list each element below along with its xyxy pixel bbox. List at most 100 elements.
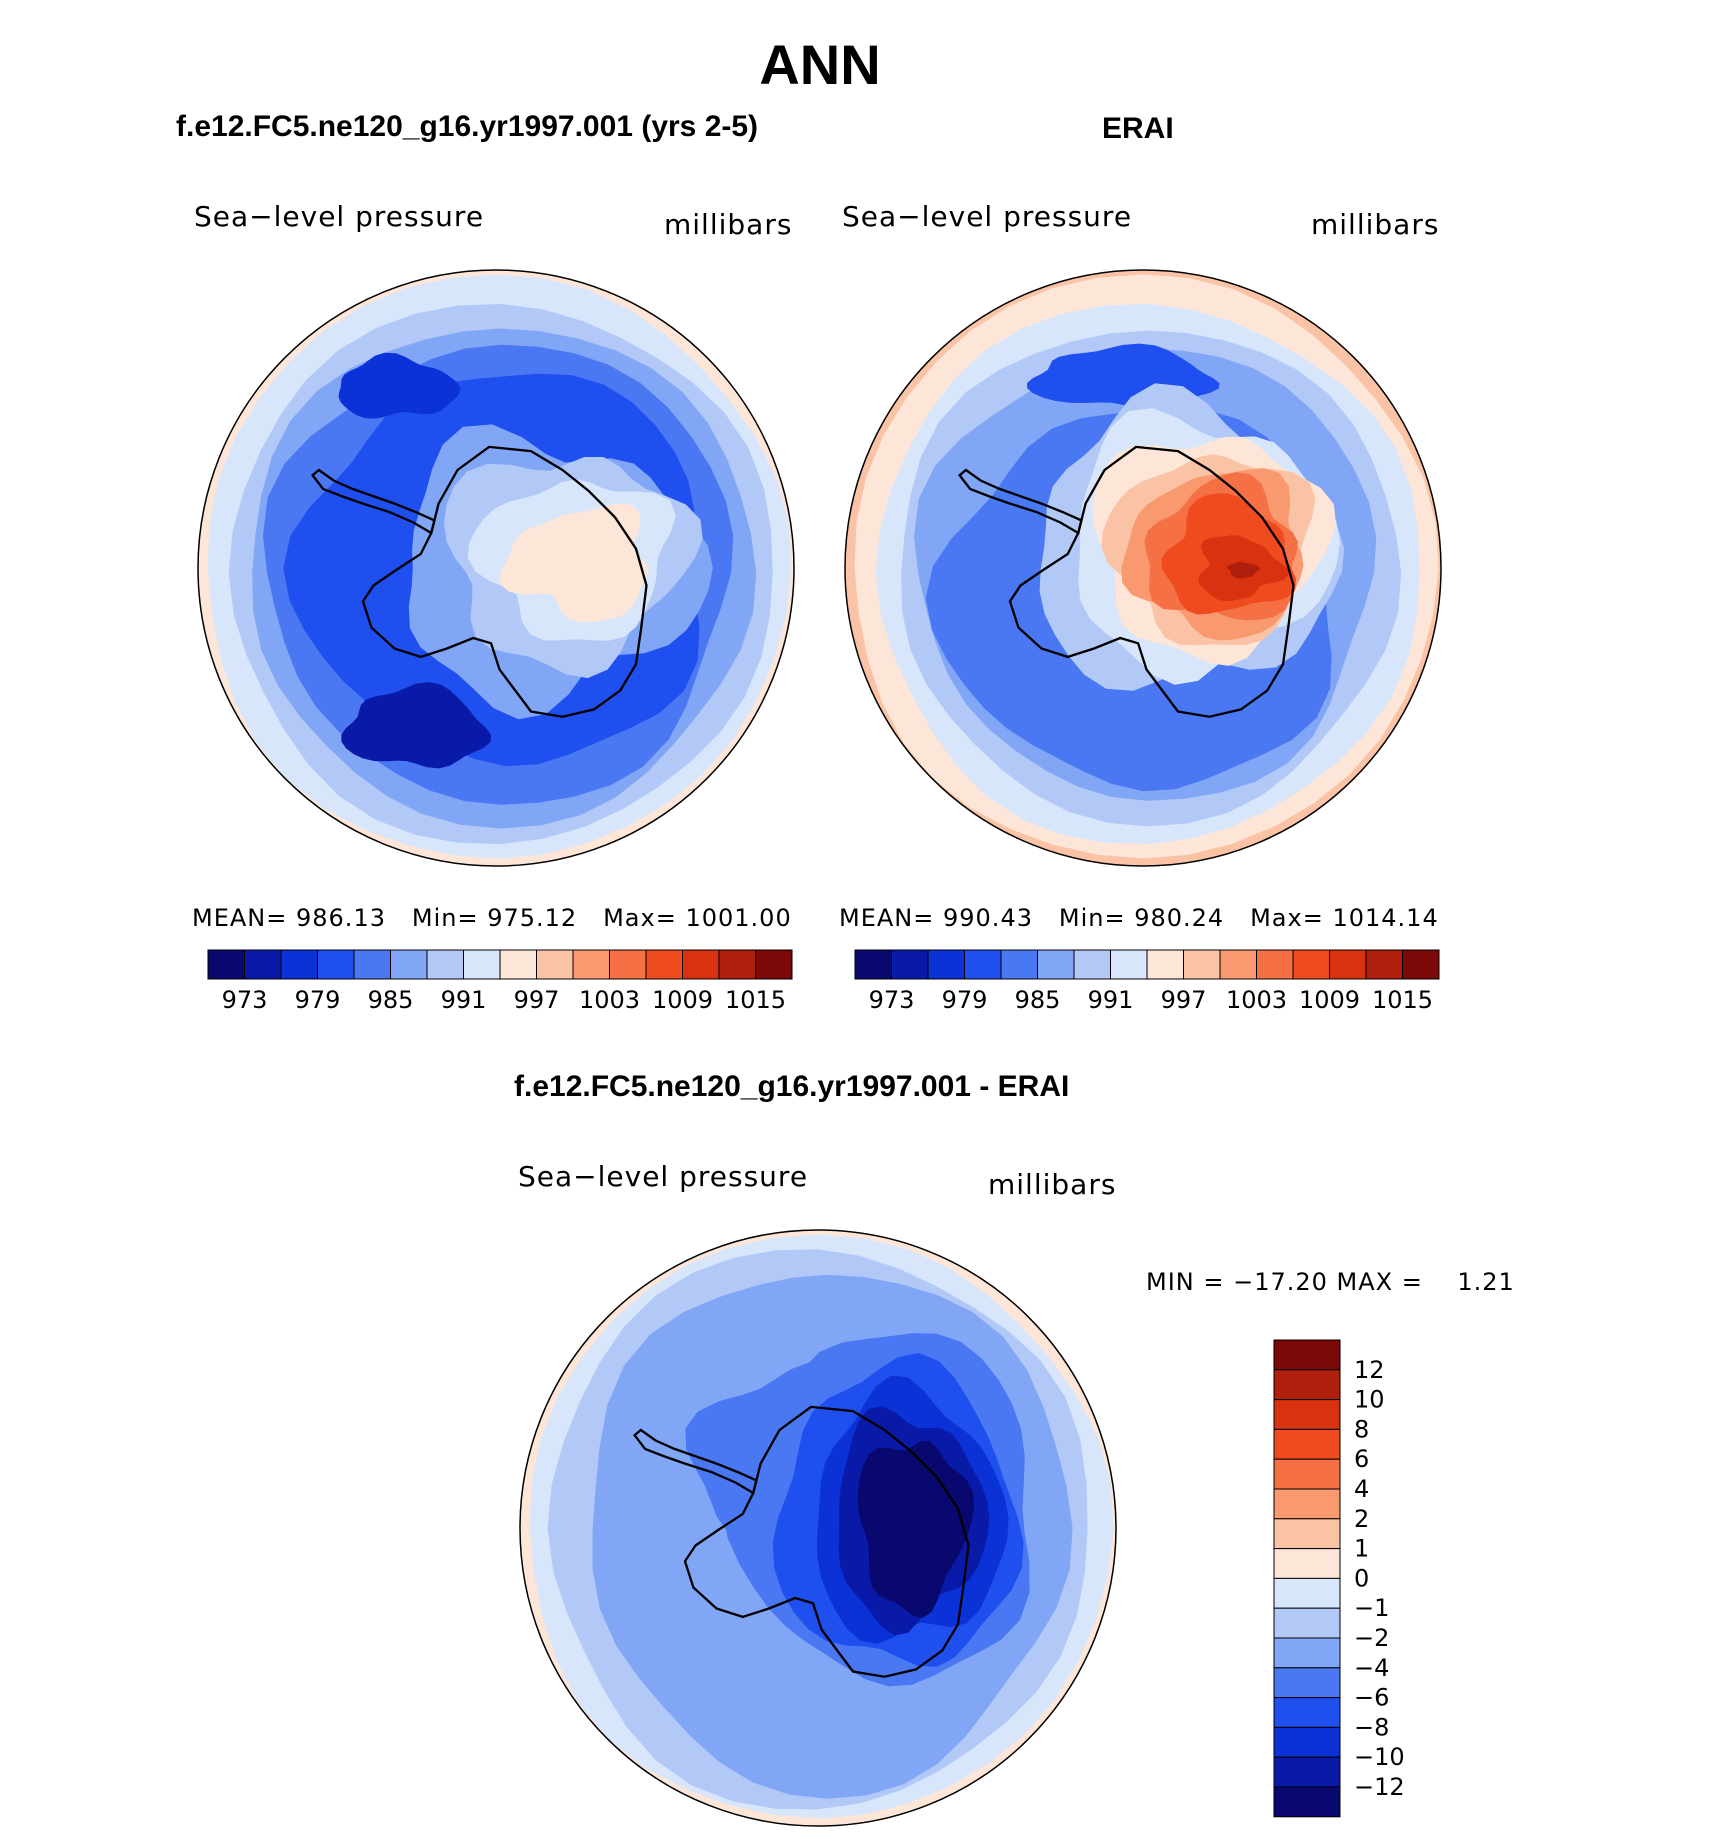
panel-3-colorbar-swatch (1273, 1339, 1341, 1371)
panel-3-title: f.e12.FC5.ne120_g16.yr1997.001 - ERAI (514, 1070, 1070, 1103)
panel-1-variable: Sea−level pressure (194, 200, 485, 233)
panel-3-stats: MIN = −17.20 MAX = 1.21 (1146, 1268, 1515, 1296)
panel-2-colorbar-swatch (1000, 949, 1038, 980)
panel-2-contour-15 (1227, 561, 1261, 579)
panel-2-colorbar-swatch (1110, 949, 1148, 980)
panel-2-mean-label: MEAN= (839, 904, 935, 932)
panel-2-colorbar-tick-label: 973 (869, 986, 915, 1014)
panel-1-colorbar-tick-label: 1009 (652, 986, 713, 1014)
panel-3-map (519, 1229, 1117, 1827)
panel-3-colorbar-swatch (1273, 1726, 1341, 1758)
panel-1-colorbar-swatch (755, 949, 793, 980)
panel-2-colorbar-tick-label: 985 (1015, 986, 1061, 1014)
panel-1-colorbar-swatch (244, 949, 282, 980)
panel-3-colorbar-tick-label: 10 (1354, 1386, 1385, 1414)
panel-2-max-label: Max= (1250, 904, 1324, 932)
panel-1-colorbar-tick-label: 973 (222, 986, 268, 1014)
panel-2-colorbar-swatch (1402, 949, 1440, 980)
panel-2-coastline (1008, 445, 1295, 718)
panel-3-colorbar-tick-label: −6 (1354, 1684, 1389, 1712)
panel-3-colorbar-swatch (1273, 1667, 1341, 1699)
panel-2-colorbar-swatch (854, 949, 892, 980)
panel-2-colorbar-swatch (1256, 949, 1294, 980)
panel-2-title: ERAI (1102, 112, 1174, 145)
panel-3-colorbar-tick-label: 4 (1354, 1475, 1369, 1503)
panel-3-map-border (519, 1229, 1117, 1827)
panel-2-colorbar-swatch (1146, 949, 1184, 980)
panel-3-colorbar-swatch (1273, 1697, 1341, 1728)
panel-1-colorbar-swatch (280, 949, 318, 980)
panel-2-units: millibars (1311, 208, 1440, 241)
panel-1-colorbar-swatch (463, 949, 501, 980)
panel-2-colorbar-tick-label: 1009 (1299, 986, 1360, 1014)
panel-2-peninsula-coastline (958, 468, 1083, 535)
panel-2-colorbar-swatch (1219, 949, 1257, 980)
panel-1-min-label: Min= (411, 904, 479, 932)
panel-1-peninsula-coastline (311, 468, 436, 535)
panel-3-colorbar-tick-label: 2 (1354, 1505, 1369, 1533)
panel-2-min-label: Min= (1058, 904, 1126, 932)
panel-3-colorbar-tick-label: 8 (1354, 1415, 1369, 1443)
panel-3-colorbar-swatch (1273, 1607, 1341, 1639)
panel-2-colorbar-swatch (891, 949, 929, 980)
panel-1-map (197, 269, 795, 867)
panel-2-colorbar-tick-label: 979 (942, 986, 988, 1014)
panel-3-coastline (683, 1405, 970, 1678)
panel-1-colorbar-tick-label: 1015 (725, 986, 786, 1014)
panel-1-colorbar-swatch (207, 949, 245, 980)
panel-3-colorbar-swatch (1273, 1756, 1341, 1788)
panel-3-colorbar-swatch (1273, 1548, 1341, 1579)
panel-1-colorbar-swatch (499, 949, 537, 980)
panel-1-colorbar-swatch (353, 949, 391, 980)
panel-1-colorbar-tick-label: 1003 (579, 986, 640, 1014)
panel-2-colorbar-tick-label: 997 (1161, 986, 1207, 1014)
panel-3-peninsula-coastline (633, 1428, 758, 1495)
panel-1-map-border (197, 269, 795, 867)
panel-3-colorbar-tick-label: −1 (1354, 1594, 1389, 1622)
panel-1-colorbar-swatch (572, 949, 610, 980)
panel-3-colorbar-tick-label: −12 (1354, 1773, 1405, 1801)
panel-1-max: 1001.00 (685, 904, 792, 932)
panel-2-colorbar-swatch (1037, 949, 1075, 980)
panel-3-colorbar-tick-label: 1 (1354, 1535, 1369, 1563)
panel-3-colorbar-tick-label: −10 (1354, 1743, 1405, 1771)
panel-1-mean-label: MEAN= (192, 904, 288, 932)
panel-2-stats: MEAN= 990.43 Min= 980.24 Max= 1014.14 (839, 904, 1439, 932)
panel-2-colorbar-swatch (964, 949, 1002, 980)
panel-3-colorbar-swatch (1273, 1369, 1341, 1401)
panel-2-colorbar-swatch (1073, 949, 1111, 980)
panel-2-colorbar-swatch (1292, 949, 1330, 980)
panel-2-colorbar-swatch (1183, 949, 1221, 980)
panel-2-colorbar-tick-label: 1003 (1226, 986, 1287, 1014)
panel-1-colorbar-tick-label: 997 (514, 986, 560, 1014)
panel-1-stats: MEAN= 986.13 Min= 975.12 Max= 1001.00 (192, 904, 792, 932)
panel-3-colorbar-swatch (1273, 1518, 1341, 1550)
panel-1-colorbar-tick-label: 991 (441, 986, 487, 1014)
panel-3-units: millibars (988, 1168, 1117, 1201)
panel-2-variable: Sea−level pressure (842, 200, 1133, 233)
panel-3-colorbar-tick-label: −2 (1354, 1624, 1389, 1652)
panel-3-colorbar-swatch (1273, 1637, 1341, 1669)
panel-1-coastline (361, 445, 648, 718)
panel-1-colorbar-tick-label: 985 (368, 986, 414, 1014)
panel-1-colorbar-swatch (390, 949, 428, 980)
panel-1-contour-11 (499, 503, 649, 623)
panel-3-colorbar-swatch (1273, 1786, 1341, 1818)
panel-1-colorbar-swatch (682, 949, 720, 980)
panel-1-colorbar-swatch (426, 949, 464, 980)
panel-1-colorbar: 973 979 985 991 997 1003 1009 1015 (207, 949, 793, 1014)
panel-2-colorbar-swatch (1365, 949, 1403, 980)
panel-1-colorbar-swatch (718, 949, 756, 980)
panel-2-colorbar-swatch (927, 949, 965, 980)
panel-2-map (844, 269, 1442, 867)
panel-1-min: 975.12 (487, 904, 578, 932)
panel-3-colorbar-swatch (1273, 1488, 1341, 1520)
panel-1-max-label: Max= (603, 904, 677, 932)
panel-3-colorbar-tick-label: 6 (1354, 1445, 1369, 1473)
panel-1-colorbar-swatch (536, 949, 574, 980)
panel-3-colorbar-tick-label: 0 (1354, 1564, 1369, 1592)
panel-3-variable: Sea−level pressure (518, 1160, 809, 1193)
panel-3-colorbar-tick-label: −4 (1354, 1654, 1389, 1682)
panel-1-units: millibars (664, 208, 793, 241)
panel-2-mean: 990.43 (943, 904, 1033, 932)
